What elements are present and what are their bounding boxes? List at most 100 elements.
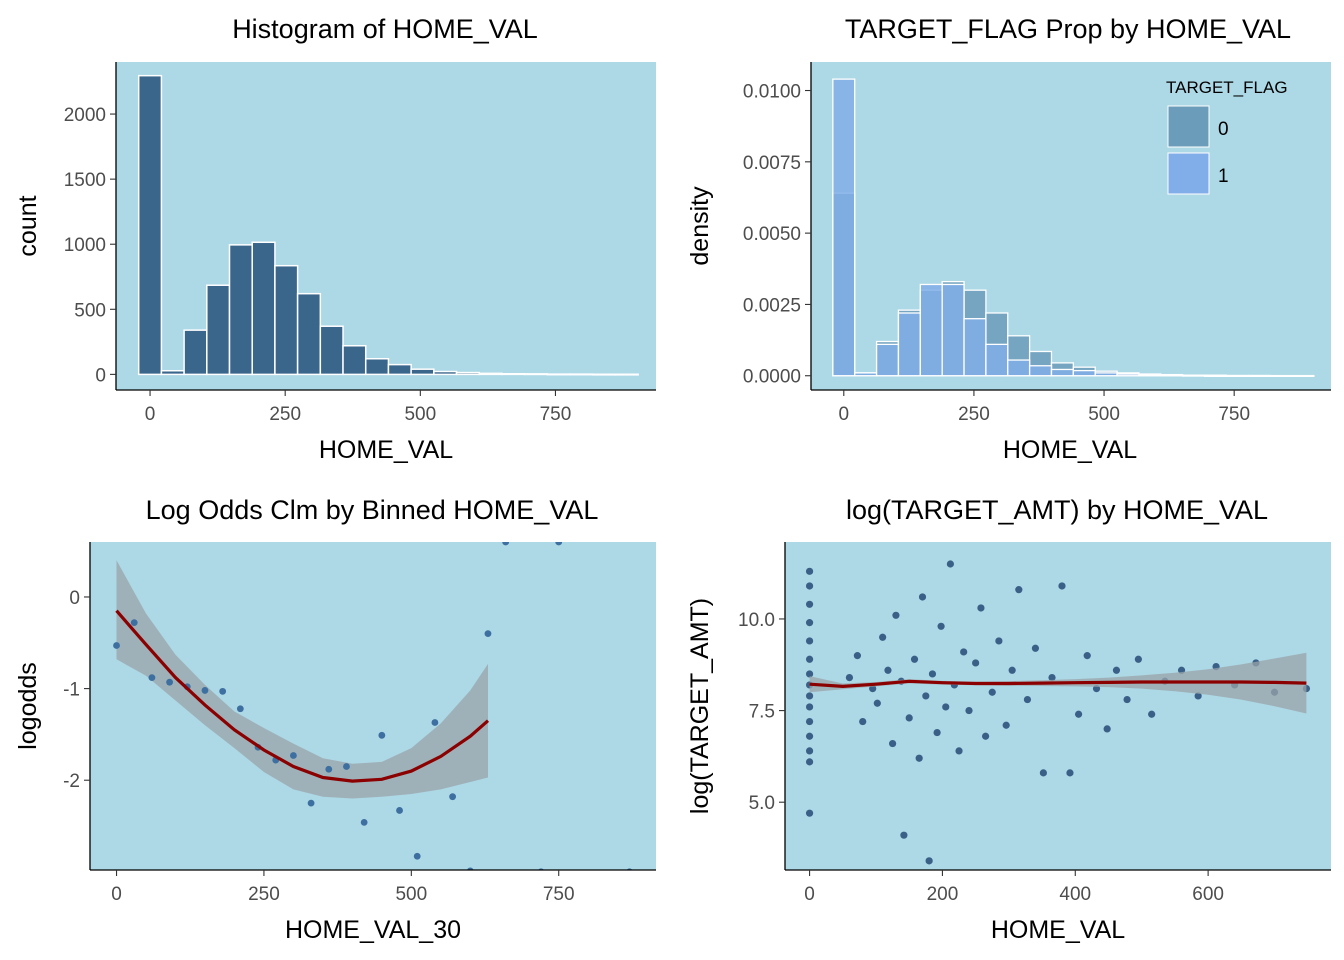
density-bar-flag-1 [1072, 369, 1096, 377]
smooth-line [115, 609, 490, 783]
data-point [900, 831, 908, 839]
data-point [1015, 586, 1023, 594]
data-point [995, 637, 1003, 645]
x-axis-title: HOME_VAL [991, 916, 1125, 944]
smooth-line [809, 679, 1307, 689]
x-tick-label: 500 [1088, 404, 1120, 425]
histogram-bar [433, 370, 458, 376]
density-bar-flag-1 [832, 78, 856, 377]
data-point [378, 731, 386, 739]
data-point [805, 692, 814, 700]
data-point [942, 703, 950, 711]
data-point [1031, 644, 1040, 652]
x-tick-label: 0 [111, 884, 122, 905]
data-point [805, 567, 814, 575]
data-point [236, 705, 244, 713]
y-tick-label: 1000 [64, 235, 106, 256]
legend-key-1 [1167, 152, 1210, 195]
density-bar-flag-1 [1203, 375, 1228, 377]
legend: TARGET_FLAG 0 1 [1166, 78, 1288, 195]
data-point [1083, 652, 1091, 660]
panel-log-target-amt: log(TARGET_AMT) by HOME_VAL 0 200 400 600 5.… [686, 495, 1331, 944]
data-point [307, 799, 315, 807]
histogram-bar [206, 284, 231, 376]
panel-log-odds: Log Odds Clm by Binned HOME_VAL 0 250 500 7… [14, 495, 656, 944]
data-point [1066, 769, 1074, 777]
data-point [981, 732, 990, 740]
y-tick-label: 5.0 [749, 793, 775, 814]
histogram-bar [501, 372, 526, 376]
x-axis-title: HOME_VAL [319, 436, 453, 464]
data-point [467, 867, 474, 870]
density-bar-flag-1 [1269, 375, 1293, 377]
data-point [925, 857, 933, 865]
data-point [972, 659, 980, 667]
histogram-bar [319, 325, 344, 376]
y-tick-label: 500 [74, 300, 106, 321]
density-bar-flag-1 [1225, 375, 1249, 377]
y-tick-label: 10.0 [738, 610, 775, 631]
x-tick-label: 0 [804, 884, 815, 905]
data-point [1112, 666, 1121, 674]
y-tick-label: 0.0000 [743, 367, 801, 388]
legend-key-0 [1167, 105, 1210, 148]
histogram-bar [387, 363, 412, 376]
density-bar-flag-1 [919, 283, 943, 377]
histogram-bar [614, 373, 639, 376]
data-point [892, 611, 900, 619]
histogram-bar [251, 241, 276, 376]
legend-label-1: 1 [1218, 166, 1229, 187]
density-bar-flag-1 [963, 318, 987, 377]
data-point [884, 666, 892, 674]
data-point [915, 754, 923, 762]
data-point [1023, 695, 1032, 704]
panel-density-by-flag: TARGET_FLAG Prop by HOME_VAL 0 250 500 7500… [686, 14, 1331, 464]
data-point [1123, 695, 1131, 704]
plot-marks [137, 74, 639, 376]
density-bar-flag-1 [1007, 359, 1031, 377]
x-tick-label: 250 [958, 404, 990, 425]
data-point [1048, 673, 1056, 682]
data-point [805, 637, 814, 645]
confidence-band [116, 560, 488, 799]
data-point [805, 732, 814, 740]
data-point [1074, 710, 1083, 718]
density-bar-flag-1 [985, 343, 1009, 377]
histogram-bar [296, 292, 322, 376]
histogram-bar [160, 369, 185, 376]
chart-title: log(TARGET_AMT) by HOME_VAL [846, 495, 1268, 525]
data-point [1194, 692, 1202, 700]
axis-ticks: 0 200 400 600 5.0 7.5 10.0 [738, 610, 1224, 905]
density-bar-flag-1 [854, 372, 878, 377]
density-bar-flag-1 [875, 343, 900, 377]
data-point [859, 717, 867, 726]
x-axis-title: HOME_VAL [1003, 436, 1137, 464]
data-point [955, 747, 963, 755]
axis-ticks: 0 250 500 750 -2 -1 0 [63, 588, 574, 905]
data-point [555, 542, 563, 546]
histogram-bar [364, 358, 390, 376]
density-bar-flag-1 [1291, 375, 1315, 377]
data-point [805, 670, 814, 678]
data-point [113, 642, 120, 649]
data-point [290, 752, 297, 759]
y-tick-label: 2000 [64, 105, 106, 126]
plot-marks [805, 560, 1311, 865]
data-point [201, 687, 209, 694]
axis-ticks: 0 250 500 750 0.0000 0.0025 0.0050 0.0075 0.0100 [743, 82, 1250, 425]
data-point [805, 655, 814, 663]
data-point [148, 674, 156, 681]
y-tick-label: 0 [69, 588, 80, 609]
x-tick-label: 250 [248, 884, 280, 905]
data-point [918, 593, 927, 601]
data-point [805, 600, 814, 608]
histogram-bar [183, 329, 208, 376]
data-point [805, 758, 814, 766]
plot-marks [832, 78, 1315, 377]
y-tick-label: 0.0075 [743, 153, 801, 174]
y-axis-title: density [686, 186, 714, 266]
plot-panel-background [811, 62, 1331, 390]
data-point [965, 706, 973, 715]
data-point [449, 793, 456, 801]
data-point [805, 582, 814, 590]
